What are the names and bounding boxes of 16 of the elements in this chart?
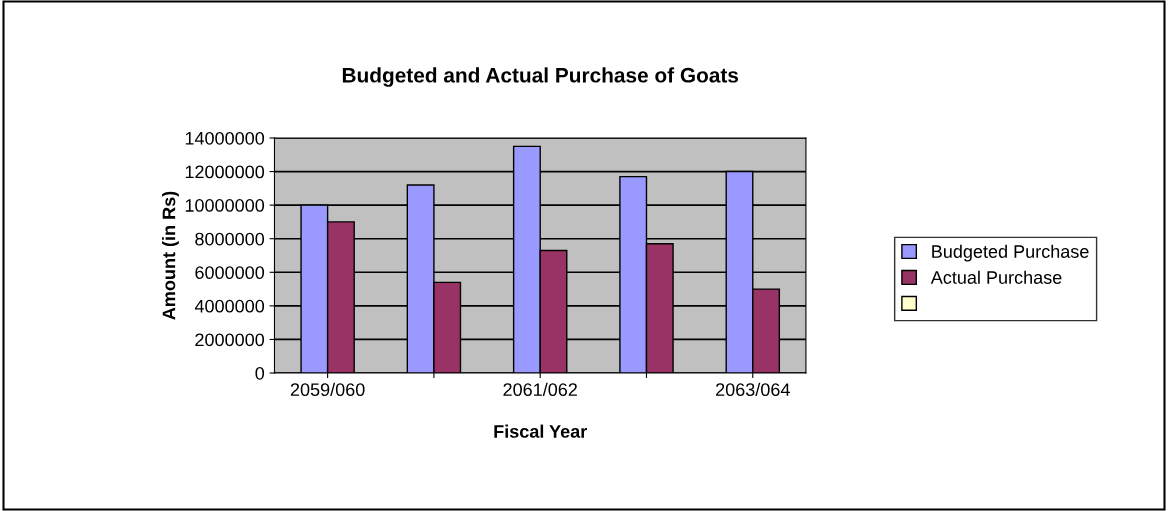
x-axis-title: Fiscal Year [494,424,587,438]
y-tick-label: 4000000 [194,299,265,313]
x-tick-label: 2063/064 [716,382,790,397]
x-tick-label: 2061/062 [503,382,577,397]
chart-title: Budgeted and Actual Purchase of Goats [342,67,739,87]
y-tick-label: 12000000 [185,165,265,179]
y-tick-label: 0 [255,366,265,380]
y-tick-label: 14000000 [185,131,265,145]
y-tick-label: 8000000 [195,232,265,246]
legend-label: Actual Purchase [930,270,1062,284]
legend-label: Budgeted Purchase [932,244,1089,262]
y-tick-label: 6000000 [195,266,265,280]
y-tick-label: 2000000 [195,333,265,347]
x-tick-label: 2059/060 [290,382,365,397]
y-tick-label: 10000000 [185,199,265,212]
y-axis-title: Amount (in Rs) [162,191,179,320]
